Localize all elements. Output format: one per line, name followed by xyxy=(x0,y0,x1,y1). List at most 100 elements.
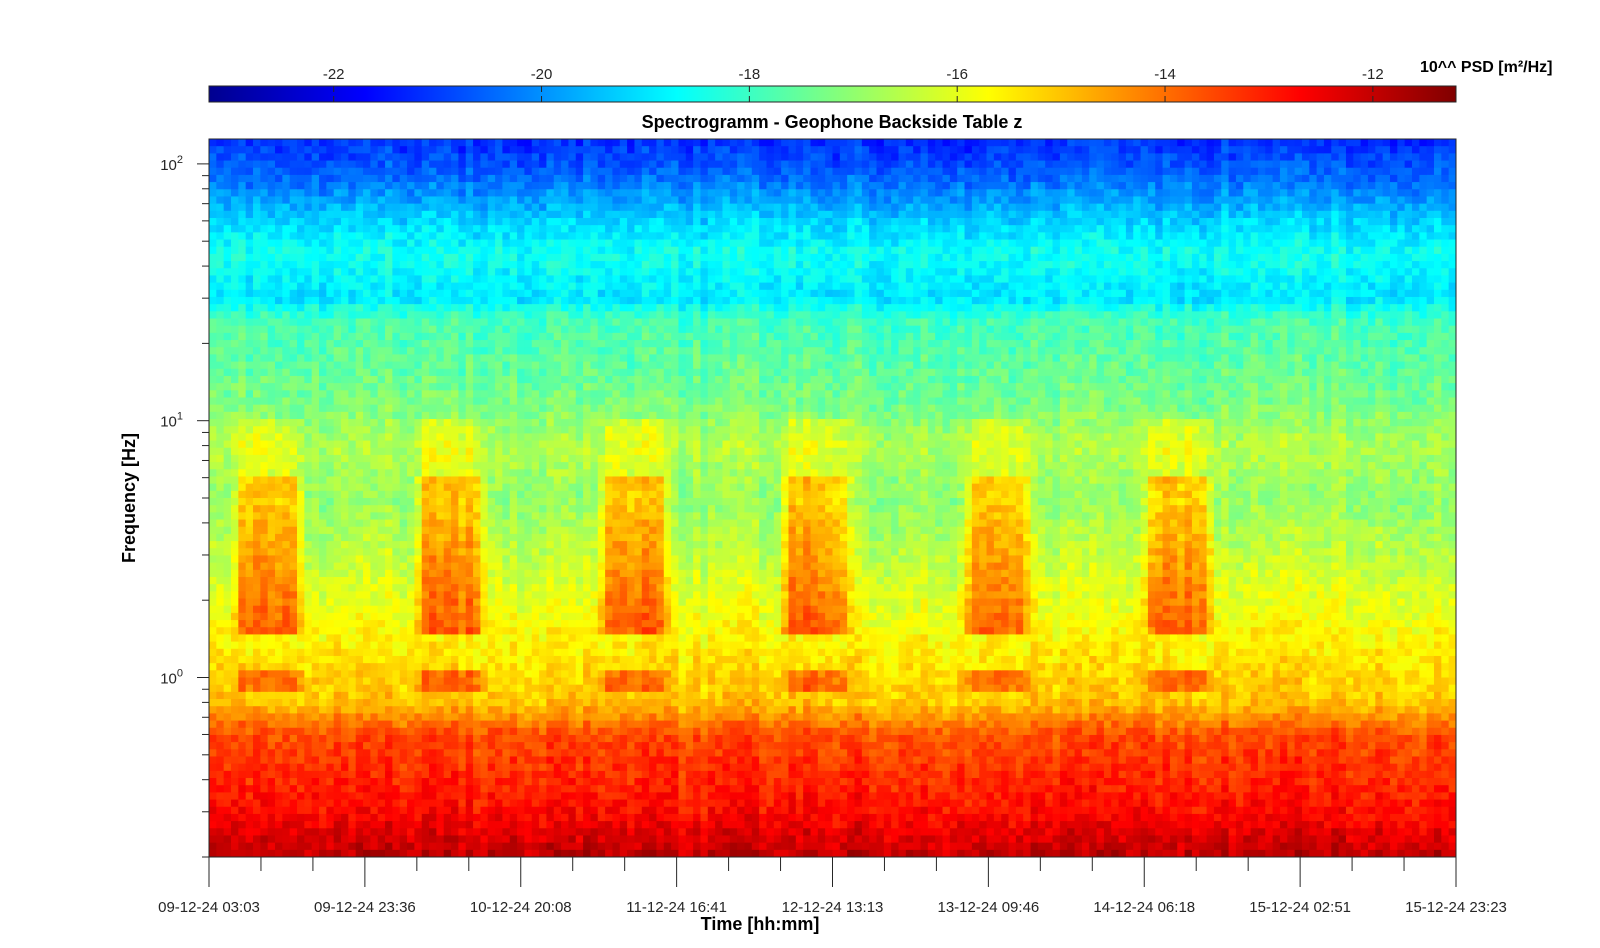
spectrogram-cell xyxy=(436,799,445,808)
spectrogram-cell xyxy=(231,770,239,779)
spectrogram-cell xyxy=(245,584,254,592)
spectrogram-cell xyxy=(407,282,415,291)
spectrogram-cell xyxy=(436,849,445,857)
spectrogram-cell xyxy=(443,196,452,205)
spectrogram-cell xyxy=(282,706,291,714)
spectrogram-cell xyxy=(209,261,217,269)
spectrogram-cell xyxy=(414,325,423,334)
spectrogram-cell xyxy=(304,476,313,485)
spectrogram-cell xyxy=(216,627,225,636)
spectrogram-cell xyxy=(363,296,371,305)
spectrogram-cell xyxy=(443,210,452,219)
spectrogram-cell xyxy=(495,203,504,212)
spectrogram-cell xyxy=(531,663,540,671)
spectrogram-cell xyxy=(480,404,489,413)
spectrogram-cell xyxy=(458,612,467,621)
spectrogram-cell xyxy=(289,598,298,607)
spectrogram-cell xyxy=(473,261,482,269)
spectrogram-cell xyxy=(436,361,445,370)
spectrogram-cell xyxy=(524,390,533,399)
spectrogram-cell xyxy=(231,849,239,857)
spectrogram-cell xyxy=(487,821,496,829)
spectrogram-cell xyxy=(319,296,327,305)
spectrogram-cell xyxy=(443,419,452,427)
spectrogram-cell xyxy=(473,325,482,334)
spectrogram-cell xyxy=(436,512,445,521)
spectrogram-cell xyxy=(377,770,386,779)
spectrogram-cell xyxy=(399,440,408,449)
spectrogram-cell xyxy=(568,476,577,485)
spectrogram-cell xyxy=(465,763,474,772)
spectrogram-cell xyxy=(487,813,496,822)
spectrogram-cell xyxy=(553,813,562,822)
spectrogram-cell xyxy=(289,311,298,320)
spectrogram-cell xyxy=(333,146,342,154)
spectrogram-cell xyxy=(223,433,232,442)
spectrogram-cell xyxy=(333,548,342,557)
spectrogram-cell xyxy=(458,756,467,765)
spectrogram-cell xyxy=(392,691,401,700)
spectrogram-cell xyxy=(385,311,393,320)
spectrogram-cell xyxy=(407,383,415,391)
spectrogram-cell xyxy=(399,756,408,765)
spectrogram-cell xyxy=(297,828,305,837)
spectrogram-cell xyxy=(348,684,357,693)
spectrogram-cell xyxy=(480,490,489,499)
spectrogram-cell xyxy=(407,576,415,585)
spectrogram-cell xyxy=(568,598,577,607)
spectrogram-cell xyxy=(443,361,452,370)
spectrogram-cell xyxy=(517,476,526,485)
spectrogram-cell xyxy=(377,361,386,370)
spectrogram-cell xyxy=(275,555,283,564)
spectrogram-cell xyxy=(443,304,452,312)
spectrogram-cell xyxy=(531,505,540,513)
spectrogram-cell xyxy=(370,375,379,384)
spectrogram-cell xyxy=(451,469,459,478)
spectrogram-cell xyxy=(502,584,511,592)
spectrogram-cell xyxy=(414,167,423,176)
spectrogram-cell xyxy=(561,756,570,765)
spectrogram-cell xyxy=(341,505,349,513)
spectrogram-cell xyxy=(370,246,379,255)
spectrogram-cell xyxy=(289,426,298,434)
spectrogram-cell xyxy=(209,340,217,348)
spectrogram-cell xyxy=(348,655,357,664)
spectrogram-cell xyxy=(311,670,320,679)
spectrogram-cell xyxy=(414,727,423,736)
spectrogram-cell xyxy=(546,433,555,442)
spectrogram-cell xyxy=(509,627,518,636)
spectrogram-cell xyxy=(289,454,298,463)
spectrogram-cell xyxy=(553,174,562,183)
spectrogram-cell xyxy=(487,476,496,485)
spectrogram-cell xyxy=(363,684,371,693)
spectrogram-cell xyxy=(487,562,496,571)
spectrogram-cell xyxy=(231,210,239,219)
spectrogram-cell xyxy=(568,512,577,521)
spectrogram-cell xyxy=(311,411,320,420)
spectrogram-cell xyxy=(502,296,511,305)
spectrogram-cell xyxy=(209,447,217,456)
spectrogram-cell xyxy=(326,634,335,643)
spectrogram-cell xyxy=(260,167,269,176)
spectrogram-cell xyxy=(407,318,415,327)
spectrogram-cell xyxy=(209,569,217,578)
spectrogram-cell xyxy=(509,411,518,420)
spectrogram-cell xyxy=(414,225,423,233)
spectrogram-cell xyxy=(458,684,467,693)
spectrogram-cell xyxy=(451,655,459,664)
spectrogram-cell xyxy=(451,332,459,341)
spectrogram-cell xyxy=(304,835,313,844)
spectrogram-cell xyxy=(399,332,408,341)
spectrogram-cell xyxy=(473,770,482,779)
spectrogram-cell xyxy=(473,634,482,643)
spectrogram-cell xyxy=(341,275,349,284)
spectrogram-cell xyxy=(553,555,562,564)
spectrogram-cell xyxy=(238,196,247,205)
spectrogram-cell xyxy=(443,569,452,578)
spectrogram-cell xyxy=(465,325,474,334)
spectrogram-cell xyxy=(311,555,320,564)
spectrogram-cell xyxy=(443,440,452,449)
spectrogram-cell xyxy=(392,232,401,241)
spectrogram-cell xyxy=(451,153,459,162)
spectrogram-cell xyxy=(539,756,548,765)
